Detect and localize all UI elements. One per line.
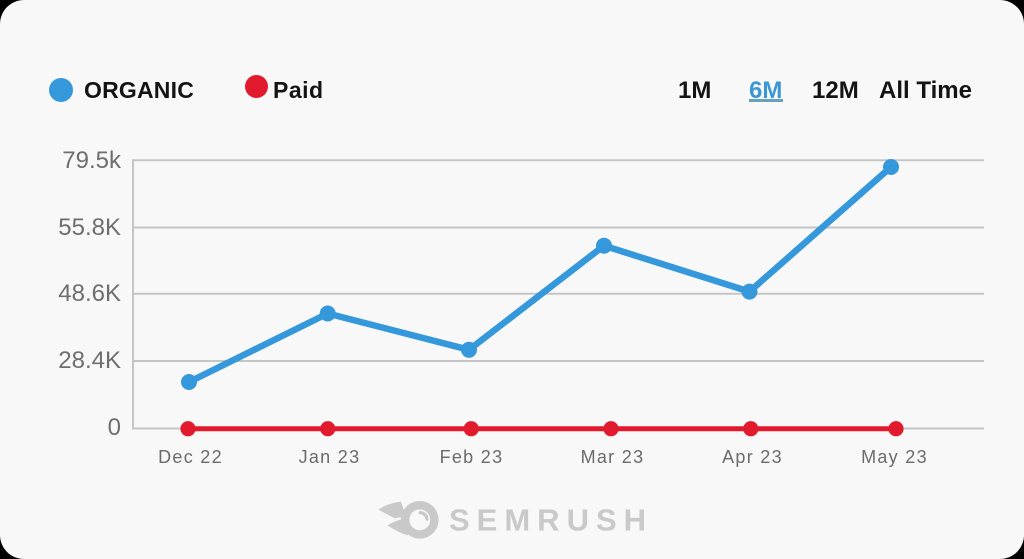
svg-text:SEMRUSH: SEMRUSH xyxy=(449,503,653,538)
